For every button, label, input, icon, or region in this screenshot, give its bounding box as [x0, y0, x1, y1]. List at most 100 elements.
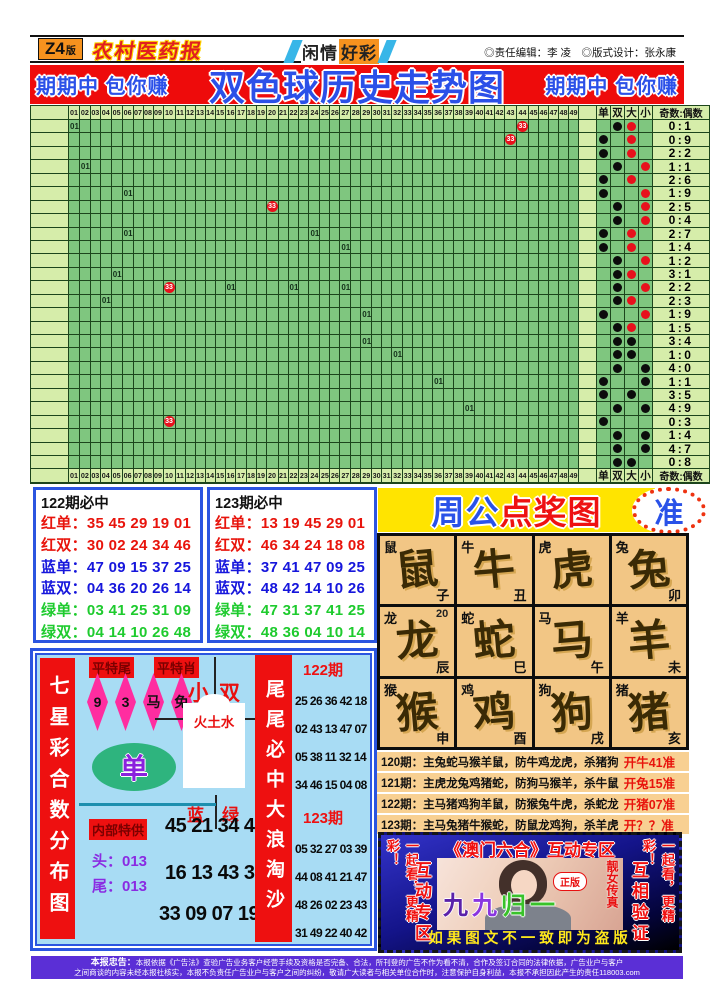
trend-cell: [494, 254, 504, 267]
trend-cell: [464, 442, 474, 455]
zodiac-drawing: 猴: [394, 687, 441, 738]
zodiac-animal-label: 龙: [384, 611, 398, 627]
trend-cell: [444, 348, 454, 361]
trend-cell: [330, 146, 340, 160]
trend-cell: [528, 160, 538, 173]
zodiac-animal-label: 蛇: [461, 611, 475, 627]
trend-cell: [413, 388, 423, 402]
trend-cell: [175, 160, 185, 173]
trend-cell: [79, 402, 90, 415]
trend-cell: [79, 227, 90, 240]
prediction-numbers: 46 34 24 18 08: [260, 536, 366, 554]
trend-cell: [504, 187, 516, 200]
trend-cell: [205, 308, 215, 321]
trend-cell: [100, 455, 111, 469]
dot-cell: [611, 267, 624, 281]
prediction-label: 蓝双：: [215, 580, 261, 598]
zodiac-cell: 龙龙辰 20: [380, 607, 455, 676]
trend-cell: [504, 415, 516, 429]
trend-cell: [195, 415, 205, 429]
trend-cell: [225, 120, 236, 133]
trend-cell: [433, 227, 444, 240]
trend-cell: [69, 455, 79, 469]
trend-cell: [256, 388, 266, 402]
trend-cell: [504, 429, 516, 442]
row-label-spacer: [31, 254, 68, 267]
trend-cell: [413, 173, 423, 187]
zodiac-cell: 羊羊未: [611, 607, 686, 676]
odd-even-dot: [613, 403, 622, 413]
trend-cell: [423, 240, 433, 254]
trend-cell: [246, 455, 256, 469]
trend-cell: [423, 429, 433, 442]
trend-cell: [246, 173, 256, 187]
trend-cell: [111, 281, 122, 294]
trend-cell: [79, 294, 90, 308]
trend-cell: [330, 442, 340, 455]
trend-cell: [464, 294, 474, 308]
trend-cell: [392, 442, 403, 455]
trend-cell: [504, 281, 516, 294]
prediction-numbers: 04 14 10 26 48: [86, 623, 192, 641]
trend-cell: [330, 429, 340, 442]
trend-cell: [133, 200, 143, 214]
dot-cell: [597, 146, 610, 160]
trend-cell: [278, 348, 288, 361]
trend-cell: [69, 429, 79, 442]
trend-cell: [111, 227, 122, 240]
prediction-label: 绿双：: [41, 623, 87, 641]
trend-cell: [153, 120, 163, 133]
odd-even-dot: [613, 162, 622, 172]
prediction-numbers: 13 19 45 29 01: [260, 515, 366, 532]
odd-even-dot: [613, 121, 622, 131]
trend-cell: [163, 348, 175, 361]
trend-cell: [90, 375, 100, 388]
trend-cell: [185, 294, 195, 308]
trend-cell: [133, 429, 143, 442]
trend-cell: [205, 321, 215, 334]
column-header: 47: [548, 106, 558, 119]
trend-cell: [538, 227, 548, 240]
trend-cell: [433, 160, 444, 173]
trend-cell: [256, 455, 266, 469]
vertical-title-dalangtaosha: 尾尾必中大浪淘沙: [255, 655, 292, 942]
trend-cell: [382, 335, 392, 348]
trend-cell: [122, 133, 133, 146]
size-dot: [641, 363, 650, 373]
gap-cell: [579, 402, 596, 415]
trend-cell: [122, 335, 133, 348]
trend-cell: [351, 146, 361, 160]
odd-even-ratio: 1:5: [653, 321, 709, 335]
number-row: 44 08 41 21 47: [295, 869, 367, 884]
trend-cell: [205, 133, 215, 146]
column-header: 30: [372, 469, 382, 483]
trend-cell: [454, 187, 464, 200]
trend-cell: [278, 321, 288, 334]
trend-cell: [484, 240, 494, 254]
trend-cell: [90, 442, 100, 455]
trend-cell: [372, 214, 382, 227]
trend-cell: [100, 375, 111, 388]
trend-cell: [494, 227, 504, 240]
trend-cell: [340, 214, 351, 227]
trend-cell: [246, 133, 256, 146]
label-pingtewei: 平特尾: [89, 657, 135, 678]
marker-33: 33: [504, 134, 516, 146]
trend-cell: [568, 442, 578, 455]
trend-cell: [69, 308, 79, 321]
disclaimer-line2: 之间商谈的内容未经本报社核实，本报不负责任广告业户与客户之间的纠纷，敬请广大读者…: [74, 967, 640, 977]
trend-cell: [382, 294, 392, 308]
trend-cell: [175, 240, 185, 254]
trend-cell: [236, 321, 246, 334]
trend-cell: [351, 187, 361, 200]
trend-cell: [266, 388, 278, 402]
trend-cell: [100, 348, 111, 361]
trend-cell: [205, 187, 215, 200]
row-label-spacer: [31, 455, 68, 469]
prediction-row: 绿单：47 31 37 41 25: [215, 600, 374, 622]
gap-cell: [579, 146, 596, 160]
trend-cell: [568, 227, 578, 240]
column-header: 15: [215, 106, 225, 119]
trend-cell: [100, 214, 111, 227]
number-row: 25 26 36 42 18: [295, 694, 367, 709]
